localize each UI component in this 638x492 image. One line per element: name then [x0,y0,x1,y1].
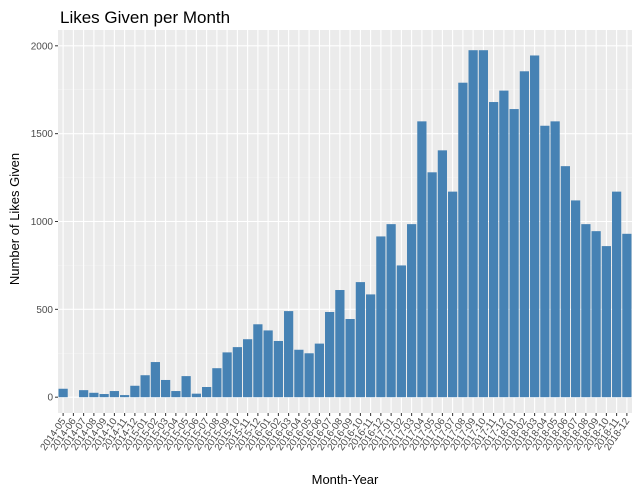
y-tick-label: 500 [36,305,53,316]
bar [458,82,468,398]
bar [591,231,601,398]
y-tick-label: 1000 [31,217,54,228]
bar [89,392,99,398]
bar [345,319,355,398]
bar [417,121,427,398]
x-axis: 2014-052014-062014-072014-082014-092014-… [39,413,633,453]
bar [335,290,345,398]
bar [191,393,201,398]
bar [612,191,622,398]
bar [468,50,478,398]
bar [540,125,550,398]
bar [109,391,119,398]
chart-title: Likes Given per Month [60,8,230,27]
y-tick-label: 0 [47,393,53,404]
bar [212,368,222,398]
bar [622,233,632,398]
bar [58,388,68,398]
bar [99,394,109,398]
bar [273,340,283,398]
bar [314,343,324,398]
bar [253,324,263,398]
bar [478,50,488,398]
y-tick-label: 1500 [31,129,54,140]
bar [325,311,335,398]
bar [560,166,570,398]
bar [150,362,160,398]
y-axis: 0 500 1000 1500 2000 [31,41,58,404]
y-axis-title: Number of Likes Given [7,153,22,285]
bar [232,347,242,398]
bar [581,224,591,398]
bar [181,376,191,398]
bar [499,90,509,398]
bar [161,379,171,398]
bar [427,172,437,398]
bar [519,71,529,398]
bar [284,311,294,398]
bar [355,282,365,398]
bar [171,391,181,398]
bar [294,349,304,398]
x-axis-title: Month-Year [312,472,379,487]
y-tick-label: 2000 [31,41,54,52]
bar [366,294,376,398]
bar [489,102,499,398]
bar [386,224,396,398]
bar [304,353,314,398]
bars [58,50,632,398]
bar [530,55,540,398]
bar [222,352,232,398]
bar [571,200,581,398]
bar [120,395,130,398]
bar [376,236,386,398]
bar [601,246,611,398]
bar [437,150,447,398]
bar [130,385,140,398]
bar [263,330,273,398]
bar [396,265,406,398]
bar [448,191,458,398]
bar [79,390,89,398]
bar [243,339,253,398]
bar [202,386,212,398]
bar [509,109,519,398]
bar [140,375,150,398]
bar [407,224,417,398]
bar [550,121,560,398]
